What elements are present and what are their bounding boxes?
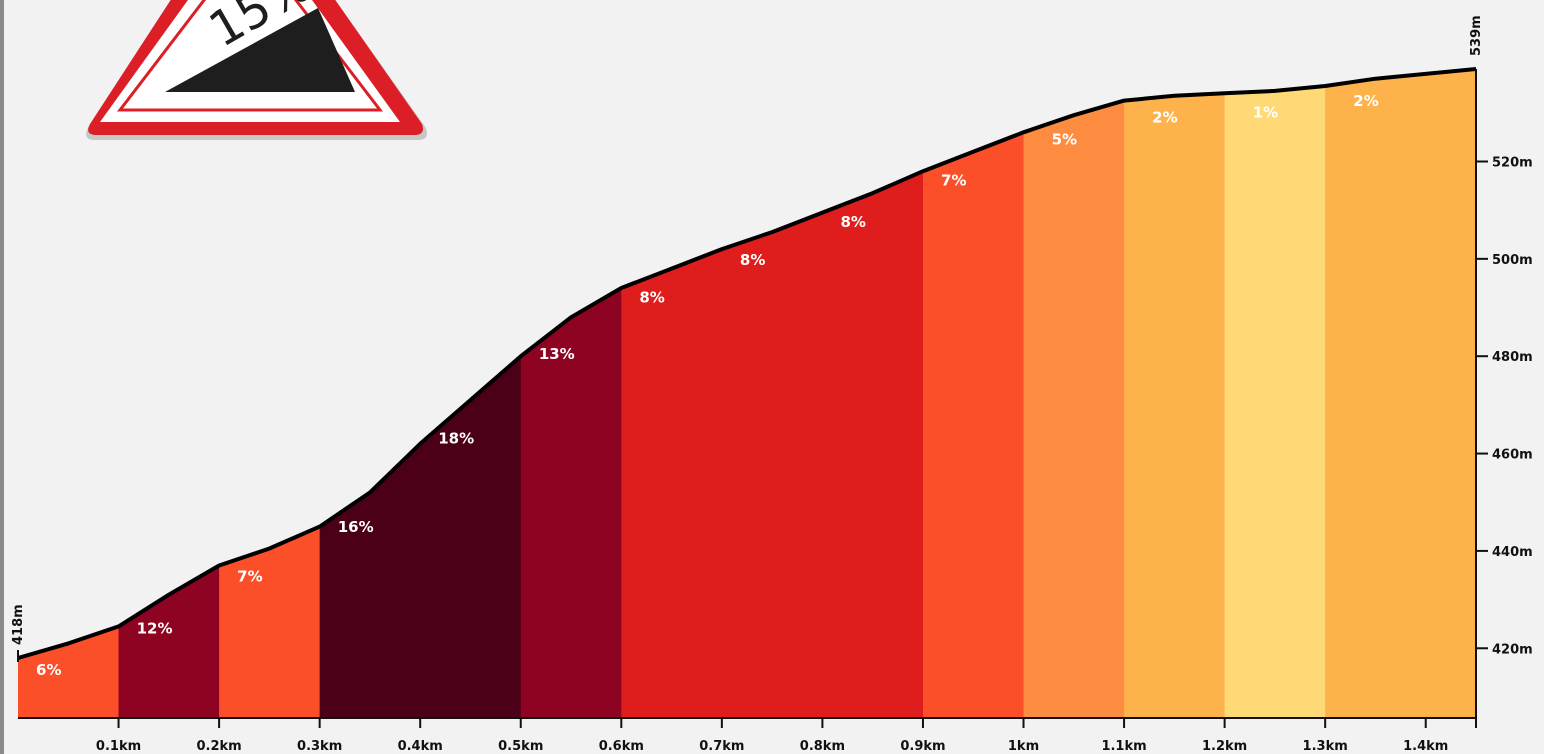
segment-5 <box>621 69 924 718</box>
x-tick-label: 0.1km <box>96 739 141 754</box>
y-tick-label: 420m <box>1492 642 1533 657</box>
x-tick-label: 1.1km <box>1101 739 1146 754</box>
y-tick-label: 520m <box>1492 155 1533 170</box>
y-tick-label: 440m <box>1492 545 1533 560</box>
y-axis: 420m 440m 460m 480m 500m 520m <box>1475 69 1533 718</box>
x-tick-label: 0.3km <box>297 739 342 754</box>
gradient-label: 2% <box>1353 92 1378 110</box>
gradient-label: 6% <box>36 661 61 679</box>
elevation-line <box>17 67 1477 660</box>
segment-9 <box>1224 69 1326 718</box>
y-tick-label: 500m <box>1492 253 1533 268</box>
x-tick-label: 1.4km <box>1403 739 1448 754</box>
x-tick-label: 0.6km <box>599 739 644 754</box>
gradient-label: 7% <box>941 172 966 190</box>
y-tick-label: 460m <box>1492 448 1533 463</box>
gradient-label: 1% <box>1253 103 1278 121</box>
left-edge-bar <box>0 0 4 754</box>
segment-10 <box>1325 69 1476 718</box>
sign-slope-icon <box>165 8 355 92</box>
end-elevation-label: 539m <box>1469 15 1484 56</box>
y-tick-label: 480m <box>1492 350 1533 365</box>
gradient-label: 5% <box>1052 131 1077 149</box>
gradient-labels: 6% 12% 7% 16% 18% 13% 8% 8% 8% 7% 5% 2% 1% 2% <box>36 92 1379 679</box>
x-tick-label: 0.8km <box>800 739 845 754</box>
x-tick-label: 0.5km <box>498 739 543 754</box>
x-tick-label: 0.7km <box>699 739 744 754</box>
gradient-label: 2% <box>1152 109 1177 127</box>
x-tick-label: 0.2km <box>196 739 241 754</box>
segment-8 <box>1124 69 1226 718</box>
x-tick-label: 0.9km <box>900 739 945 754</box>
x-tick-label: 1.3km <box>1303 739 1348 754</box>
gradient-label: 18% <box>438 430 474 448</box>
segment-6 <box>922 69 1025 718</box>
steep-grade-warning-sign: 15% <box>86 0 427 140</box>
gradient-label: 8% <box>840 213 865 231</box>
start-elevation-label: 418m <box>11 604 26 645</box>
segment-7 <box>1023 69 1125 718</box>
x-axis: 0.1km 0.2km 0.3km 0.4km 0.5km 0.6km 0.7km 0.8km… <box>18 714 1477 754</box>
x-tick-label: 1.2km <box>1202 739 1247 754</box>
gradient-label: 16% <box>338 518 374 536</box>
x-tick-label: 0.4km <box>398 739 443 754</box>
end-labels: 418m 539m <box>11 15 1484 662</box>
gradient-label: 13% <box>539 345 575 363</box>
gradient-label: 8% <box>740 251 765 269</box>
gradient-label: 7% <box>237 567 262 585</box>
x-tick-label: 1km <box>1008 739 1039 754</box>
gradient-label: 8% <box>639 288 664 306</box>
gradient-label: 12% <box>137 619 173 637</box>
